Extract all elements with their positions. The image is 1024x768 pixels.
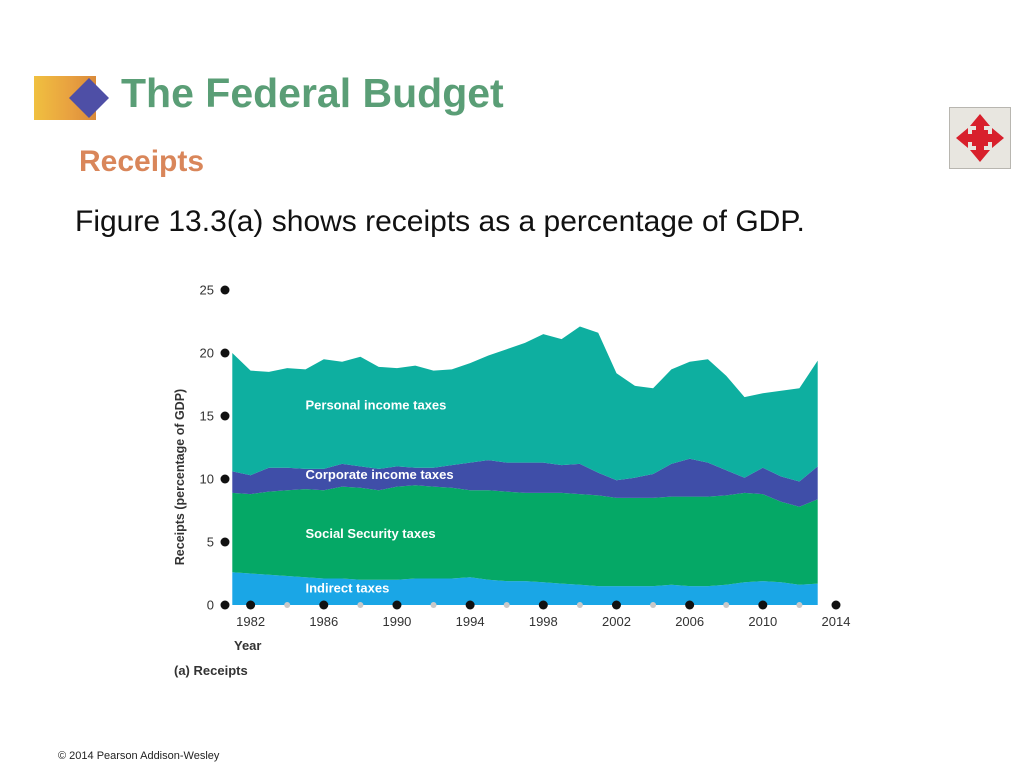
x-tick-mark <box>319 600 329 610</box>
area-label-corporate: Corporate income taxes <box>305 467 453 482</box>
x-tick-label: 1990 <box>382 614 411 629</box>
area-social <box>232 485 818 587</box>
x-minor-tick-mark <box>357 602 364 608</box>
area-label-personal: Personal income taxes <box>305 398 446 413</box>
x-tick-mark <box>611 600 621 610</box>
y-axis: 0 5 10 15 20 25 <box>200 283 230 613</box>
receipts-area-chart: Indirect taxes Social Security taxes Corpo… <box>173 283 851 679</box>
x-minor-tick-mark <box>650 602 657 608</box>
y-tick-label: 15 <box>200 409 214 424</box>
y-tick-label: 20 <box>200 346 214 361</box>
x-axis: 1982 1986 1990 1994 1998 2002 2006 2010 2014 <box>236 600 851 629</box>
y-tick-mark <box>220 411 230 421</box>
x-tick-mark <box>758 600 768 610</box>
x-tick-mark <box>392 600 402 610</box>
y-tick-mark <box>220 474 230 484</box>
y-tick-mark <box>220 348 230 358</box>
y-tick-label: 0 <box>207 598 214 613</box>
x-tick-label: 1998 <box>529 614 558 629</box>
slide-title: The Federal Budget <box>121 70 504 116</box>
chart-area-labels: Indirect taxes Social Security taxes Corpo… <box>305 398 453 596</box>
x-tick-label: 1982 <box>236 614 265 629</box>
x-axis-label: Year <box>234 638 261 653</box>
y-axis-label: Receipts (percentage of GDP) <box>173 389 187 565</box>
copyright-footer: © 2014 Pearson Addison-Wesley <box>58 750 220 762</box>
x-tick-mark <box>465 600 475 610</box>
x-tick-mark <box>831 600 841 610</box>
x-tick-label: 1994 <box>456 614 485 629</box>
y-tick-label: 5 <box>207 535 214 550</box>
x-tick-mark <box>538 600 548 610</box>
x-minor-tick-mark <box>284 602 291 608</box>
slide-body-text: Figure 13.3(a) shows receipts as a perce… <box>75 205 805 238</box>
x-tick-label: 1986 <box>309 614 338 629</box>
navigation-button[interactable] <box>949 107 1011 169</box>
x-tick-label: 2002 <box>602 614 631 629</box>
x-tick-label: 2006 <box>675 614 704 629</box>
area-label-indirect: Indirect taxes <box>305 580 389 595</box>
x-tick-label: 2014 <box>822 614 851 629</box>
slide-subtitle: Receipts <box>79 145 205 178</box>
x-minor-tick-mark <box>796 602 803 608</box>
y-tick-mark <box>220 285 230 295</box>
chart-caption: (a) Receipts <box>174 663 248 678</box>
x-minor-tick-mark <box>723 602 730 608</box>
x-minor-tick-mark <box>503 602 510 608</box>
y-tick-label: 25 <box>200 283 214 298</box>
diamond-logo-icon <box>69 78 109 118</box>
chart-areas <box>232 326 818 605</box>
x-tick-mark <box>685 600 695 610</box>
four-way-arrow-icon <box>956 114 1004 162</box>
area-personal <box>232 326 818 482</box>
x-tick-label: 2010 <box>748 614 777 629</box>
area-indirect <box>232 572 818 605</box>
x-minor-tick-mark <box>430 602 437 608</box>
x-minor-tick-mark <box>576 602 583 608</box>
y-tick-mark <box>220 537 230 547</box>
area-label-social: Social Security taxes <box>305 526 435 541</box>
x-tick-mark <box>246 600 256 610</box>
y-tick-label: 10 <box>200 472 214 487</box>
area-corporate <box>232 458 818 507</box>
y-tick-mark <box>220 600 230 610</box>
